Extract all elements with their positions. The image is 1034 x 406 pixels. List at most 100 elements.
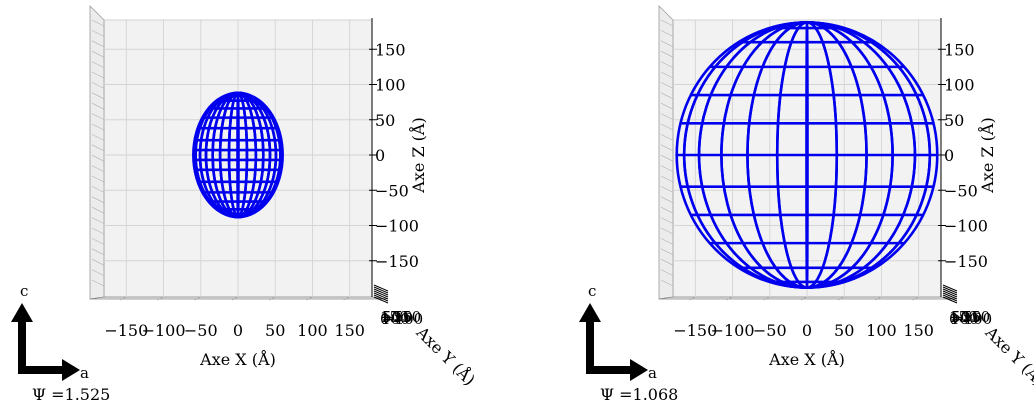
y-tick-label: 0: [380, 310, 390, 328]
axis-indicator-up-label: c: [588, 282, 596, 300]
x-tick-label: 100: [866, 321, 897, 340]
side-pane-grid-line: [91, 196, 105, 204]
x-tick-label: 50: [265, 321, 285, 340]
side-pane-grid-line: [660, 154, 674, 162]
y-tick-label: 100: [950, 310, 979, 328]
z-axis-label: Axe Z (Å): [977, 117, 997, 193]
floor-grid-line: [726, 296, 733, 301]
y-tick-label: 100: [381, 310, 410, 328]
side-pane-grid-line: [91, 82, 105, 89]
x-tick-label: 100: [297, 321, 328, 340]
side-pane-grid-line: [91, 134, 105, 141]
x-axis-label: Axe X (Å): [768, 349, 845, 369]
axis-indicator-right-head: [62, 359, 80, 381]
side-pane-grid-line: [660, 258, 674, 266]
floor-grid-line: [194, 296, 201, 301]
side-pane-grid-line: [660, 144, 674, 152]
side-pane-grid-line: [91, 92, 105, 100]
y-tick: [942, 290, 958, 298]
side-pane-grid-line: [660, 196, 674, 204]
side-pane-grid-line: [91, 227, 105, 235]
axis-indicator-right-label: a: [648, 364, 657, 382]
axis-indicator-up-head: [579, 303, 601, 322]
side-pane-grid-line: [91, 61, 105, 68]
side-pane-grid-line: [660, 40, 674, 48]
z-tick-label: 0: [375, 146, 385, 165]
floor-grid-line: [157, 296, 164, 301]
x-tick-label: −50: [753, 321, 787, 340]
x-axis-label: Axe X (Å): [199, 349, 276, 369]
floor-grid-line: [838, 296, 845, 301]
floor-grid-line: [763, 296, 770, 301]
side-pane: [89, 5, 105, 300]
x-tick-label: −100: [142, 321, 186, 340]
floor-grid-line: [912, 296, 919, 301]
y-tick: [373, 292, 389, 300]
side-pane-grid-line: [91, 248, 105, 256]
x-tick-label: 0: [802, 321, 812, 340]
floor-grid-line: [343, 296, 350, 301]
side-pane-grid-line: [660, 92, 674, 100]
wireframe-meridian: [236, 91, 240, 219]
side-pane-grid-line: [660, 279, 674, 287]
side-pane-grid-line: [91, 19, 105, 27]
y-tick: [942, 288, 958, 296]
y-tick: [373, 286, 389, 294]
side-pane-grid-line: [660, 227, 674, 235]
axis-indicator-up-head: [11, 303, 33, 322]
side-pane: [658, 5, 674, 300]
side-pane-grid-line: [91, 102, 105, 110]
wireframe-meridian: [194, 91, 282, 219]
floor-grid-line: [120, 296, 127, 301]
z-tick-label: −100: [944, 217, 988, 236]
x-tick-label: 150: [903, 321, 934, 340]
side-pane-grid-line: [91, 238, 105, 245]
axis-indicator: ca: [579, 282, 657, 382]
side-pane-grid-line: [660, 165, 674, 172]
y-tick: [942, 292, 958, 300]
z-tick-label: −50: [375, 181, 409, 200]
z-tick-label: 100: [375, 76, 406, 95]
z-tick-label: 150: [944, 40, 975, 59]
side-pane-grid-line: [660, 30, 674, 37]
y-tick: [942, 296, 958, 304]
side-pane-grid-line: [91, 30, 105, 37]
floor-grid-line: [689, 296, 696, 301]
side-pane-grid-line: [91, 279, 105, 287]
side-pane-grid-line: [660, 186, 674, 193]
y-axis-label: Axe Y (Å): [981, 322, 1034, 390]
z-tick-label: −100: [375, 217, 419, 236]
z-tick-label: 0: [944, 146, 954, 165]
x-tick-label: −100: [711, 321, 755, 340]
side-pane-grid-line: [660, 206, 674, 214]
y-tick-label: −50: [381, 308, 413, 326]
axis-indicator: ca: [11, 282, 89, 382]
side-pane-grid-line: [91, 154, 105, 162]
side-pane-grid-line: [91, 217, 105, 224]
side-pane-grid-line: [660, 19, 674, 27]
y-tick-label: −100: [382, 310, 423, 328]
y-tick: [942, 284, 958, 292]
axis-indicator-up-label: c: [20, 282, 28, 300]
z-tick-label: −150: [944, 252, 988, 271]
side-pane-grid-line: [660, 123, 674, 131]
y-tick: [942, 294, 958, 302]
y-tick-label: 150: [949, 308, 978, 326]
side-pane-grid-line: [660, 238, 674, 245]
y-tick-label: −150: [949, 308, 990, 326]
side-pane-grid-line: [660, 175, 674, 183]
psi-label: Ψ =1.525: [32, 385, 110, 404]
z-tick-label: 100: [944, 76, 975, 95]
y-tick-label: 0: [949, 310, 959, 328]
y-axis-label: Axe Y (Å): [412, 322, 480, 390]
x-tick-label: 150: [334, 321, 365, 340]
floor-grid-line: [875, 296, 882, 301]
wireframe: [192, 91, 284, 219]
x-tick-label: −150: [104, 321, 148, 340]
y-tick: [373, 290, 389, 298]
side-pane-grid-line: [91, 258, 105, 266]
floor-grid-line: [800, 296, 808, 301]
side-pane-grid-line: [660, 217, 674, 224]
